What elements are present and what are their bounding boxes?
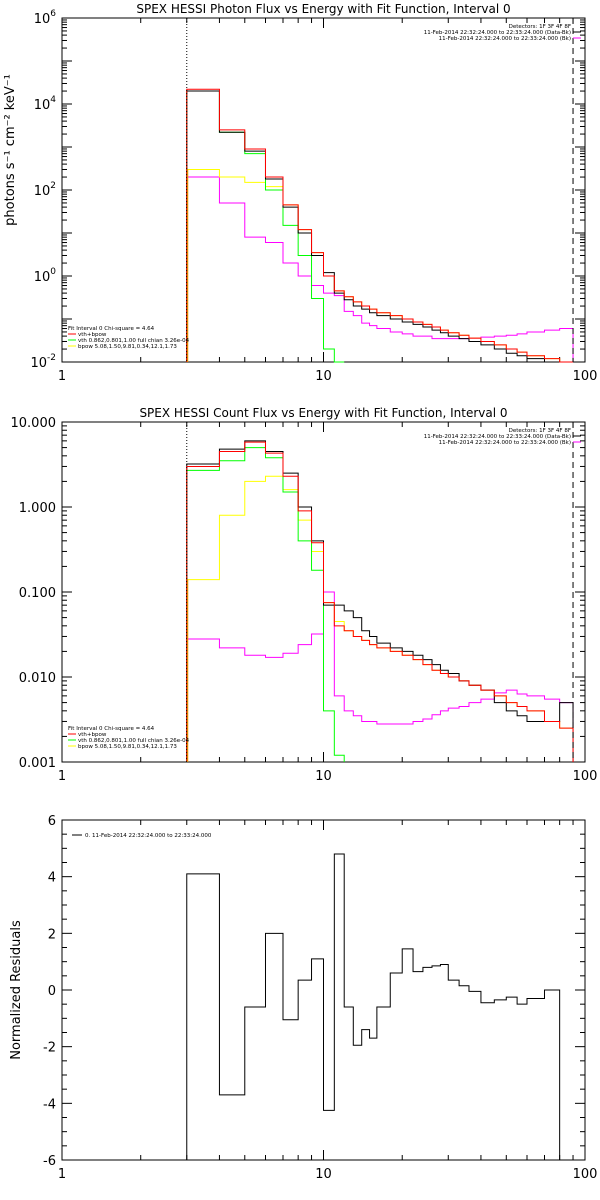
legend-entry: 11-Feb-2014 22:32:24.000 to 22:33:24.000… xyxy=(439,36,571,42)
x-tick-label: 10 xyxy=(315,1167,332,1182)
legend-entry: vth+bpow xyxy=(78,732,107,738)
x-tick-label: 1 xyxy=(58,1167,66,1182)
series-background xyxy=(186,591,574,762)
y-tick-label: 10-2 xyxy=(30,353,56,371)
legend-entry: 11-Feb-2014 22:32:24.000 to 22:33:24.000… xyxy=(424,434,571,440)
y-tick-label: 4 xyxy=(48,871,56,886)
y-tick-label: -6 xyxy=(43,1154,56,1169)
x-tick-label: 10 xyxy=(315,769,332,784)
y-tick-label: 100 xyxy=(34,267,57,285)
legend-entry: 11-Feb-2014 22:32:24.000 to 22:33:24.000… xyxy=(439,440,571,446)
x-tick-label: 100 xyxy=(573,1167,598,1182)
series-vth xyxy=(186,447,345,762)
x-tick-label: 100 xyxy=(573,769,598,784)
y-tick-label: 0.100 xyxy=(19,586,56,601)
chart-title: SPEX HESSI Photon Flux vs Energy with Fi… xyxy=(136,2,510,16)
legend-entry: bpow 5.08,1.50,9.81,0.34,12.1,1.73 xyxy=(78,344,177,350)
y-tick-label: -2 xyxy=(43,1041,56,1056)
chart-panel-1: SPEX HESSI Photon Flux vs Energy with Fi… xyxy=(3,2,597,384)
y-tick-label: 0 xyxy=(48,984,56,999)
chart-title: SPEX HESSI Count Flux vs Energy with Fit… xyxy=(139,406,507,420)
x-tick-label: 100 xyxy=(573,369,598,384)
legend-entry: Detectors: 1F 3F 4F 8F xyxy=(509,428,571,434)
series-total xyxy=(186,88,574,363)
legend-entry: bpow 5.08,1.50,9.81,0.34,12.1,1.73 xyxy=(78,744,177,750)
legend-entry: Fit Interval 0 Chi-square = 4.64 xyxy=(68,326,155,332)
y-axis-label: photons s⁻¹ cm⁻² keV⁻¹ xyxy=(3,74,18,226)
legend-entry: 11-Feb-2014 22:32:24.000 to 22:33:24.000… xyxy=(424,30,571,36)
x-tick-label: 1 xyxy=(58,769,66,784)
chart-panel-3: 1 10 100 -6 -4 -2 0 2 4 6 Normalized Residuals 0. 1… xyxy=(9,814,597,1182)
legend-entry: Fit Interval 0 Chi-square = 4.64 xyxy=(68,726,155,732)
series-background xyxy=(186,176,574,362)
legend-entry: 0. 11-Feb-2014 22:32:24.000 to 22:33:24.… xyxy=(85,833,212,839)
y-tick-label: 102 xyxy=(34,181,56,199)
x-tick-label: 1 xyxy=(58,369,66,384)
legend-entry: vth 0.862,0.801,1.00 full chian 3.26e-04 xyxy=(78,338,190,344)
series-data xyxy=(186,440,574,762)
y-tick-label: 1.000 xyxy=(19,501,56,516)
y-tick-label: -4 xyxy=(43,1097,56,1112)
y-tick-label: 0.010 xyxy=(19,671,56,686)
series-bpow xyxy=(186,475,574,762)
series-total xyxy=(186,441,574,762)
y-tick-label: 2 xyxy=(48,927,56,942)
y-tick-label: 6 xyxy=(48,814,56,829)
residual-steps xyxy=(186,853,574,1161)
legend-entry: vth+bpow xyxy=(78,332,107,338)
chart-panel-2: SPEX HESSI Count Flux vs Energy with Fit… xyxy=(11,406,598,784)
x-tick-label: 10 xyxy=(315,369,332,384)
legend-entry: Detectors: 1F 3F 4F 8F xyxy=(509,24,571,30)
series-bpow xyxy=(186,168,574,363)
y-tick-label: 104 xyxy=(34,95,57,113)
y-tick-label: 0.001 xyxy=(19,756,56,771)
series-data xyxy=(186,90,574,363)
y-tick-label: 10.000 xyxy=(11,416,57,431)
y-tick-label: 106 xyxy=(34,9,57,27)
legend-entry: vth 0.862,0.801,1.00 full chian 3.26e-04 xyxy=(78,738,190,744)
series-vth xyxy=(186,90,345,363)
y-axis-label: Normalized Residuals xyxy=(9,920,24,1060)
